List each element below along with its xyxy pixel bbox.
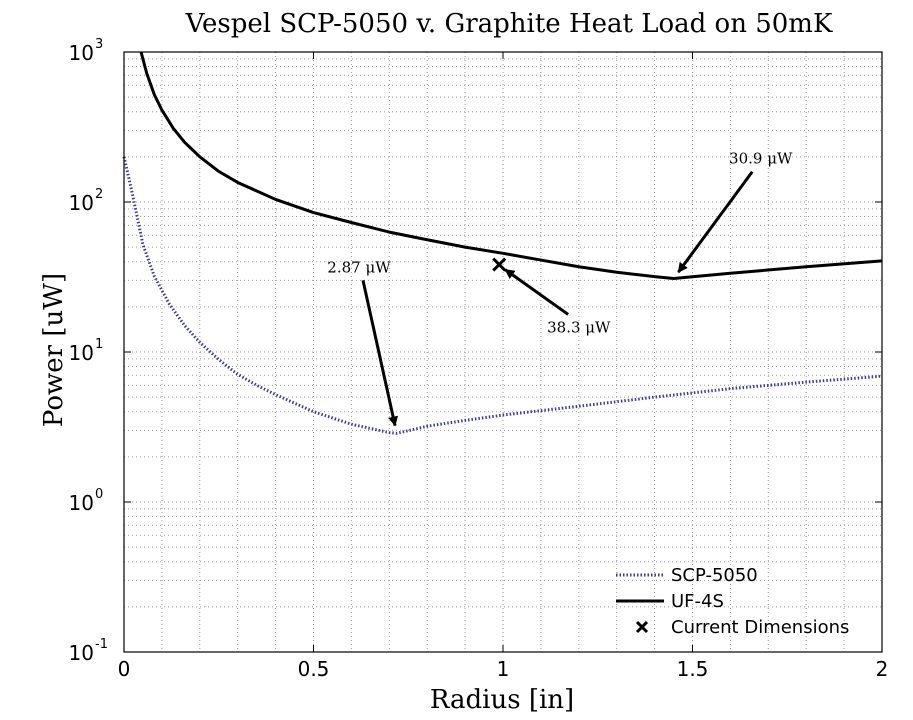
series-line-scp-5050 bbox=[122, 156, 883, 435]
annotation-arrow bbox=[361, 279, 398, 427]
y-tick-exponent: 3 bbox=[95, 37, 103, 52]
y-tick-label: 10 bbox=[69, 491, 94, 515]
y-tick-exponent: 2 bbox=[95, 187, 103, 202]
x-tick-label: 1 bbox=[497, 657, 510, 681]
legend: SCP-5050 UF-4S Current Dimensions bbox=[616, 565, 849, 638]
y-axis-label: Power [uW] bbox=[39, 273, 69, 427]
legend-item: UF-4S bbox=[616, 591, 724, 612]
legend-label: Current Dimensions bbox=[671, 617, 849, 638]
grid bbox=[124, 52, 882, 652]
series-line-uf-4s bbox=[139, 51, 883, 281]
current-dimensions-marker bbox=[492, 257, 507, 272]
series-group bbox=[122, 51, 883, 435]
annotation-arrow bbox=[677, 170, 754, 274]
annotation-arrow bbox=[504, 268, 570, 316]
markers-group bbox=[492, 257, 507, 272]
annotation-label: 30.9 μW bbox=[729, 150, 793, 168]
y-tick-label: 10 bbox=[69, 341, 94, 365]
y-tick-exponent: -1 bbox=[95, 637, 108, 652]
y-tick-exponent: 0 bbox=[95, 487, 103, 502]
y-tick-label: 10 bbox=[69, 41, 94, 65]
annotation-label: 2.87 μW bbox=[327, 258, 391, 276]
x-tick-label: 0 bbox=[118, 657, 131, 681]
x-axis-label: Radius [in] bbox=[430, 685, 574, 715]
legend-label: SCP-5050 bbox=[671, 565, 758, 586]
x-tick-label: 1.5 bbox=[677, 657, 709, 681]
y-tick-label: 10 bbox=[69, 191, 94, 215]
chart-title: Vespel SCP-5050 v. Graphite Heat Load on… bbox=[185, 9, 833, 39]
marker-stroke bbox=[492, 257, 507, 272]
legend-label: UF-4S bbox=[671, 591, 724, 612]
x-tick-label: 2 bbox=[876, 657, 889, 681]
x-tick-label: 0.5 bbox=[298, 657, 330, 681]
annotations-group: 30.9 μW 38.3 μW 2.87 μW bbox=[327, 150, 793, 427]
y-tick-label: 10 bbox=[69, 641, 94, 665]
legend-swatch-marker bbox=[635, 620, 649, 634]
legend-item: Current Dimensions bbox=[635, 617, 849, 638]
annotation-label: 38.3 μW bbox=[547, 318, 611, 336]
y-tick-exponent: 1 bbox=[95, 337, 103, 352]
legend-item: SCP-5050 bbox=[616, 565, 758, 586]
